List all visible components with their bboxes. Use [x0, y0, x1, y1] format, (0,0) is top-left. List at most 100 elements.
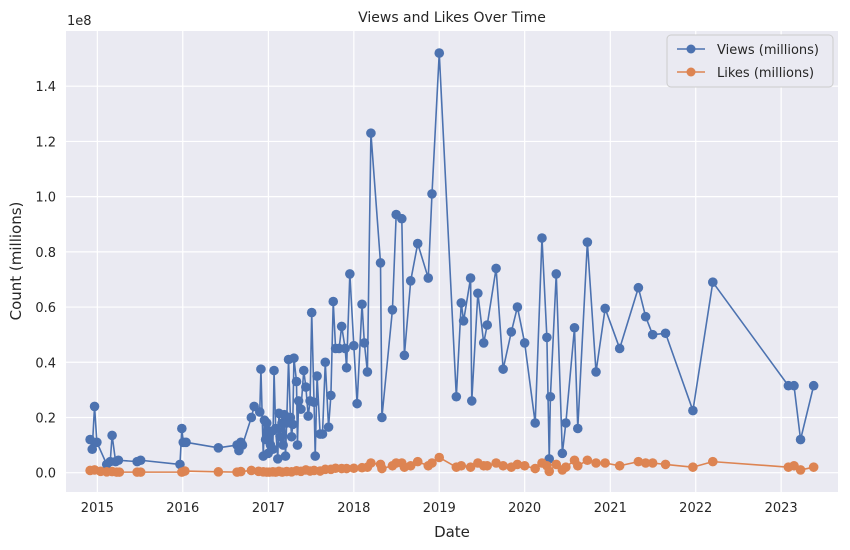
- series-likes: [85, 452, 819, 477]
- data-point-views: [512, 302, 523, 312]
- data-point-likes: [341, 463, 352, 474]
- data-point-views: [600, 303, 610, 314]
- legend: Views (millions) Likes (millions): [666, 34, 834, 88]
- data-point-views: [352, 398, 362, 409]
- data-point-views: [345, 269, 355, 279]
- data-point-views: [399, 350, 410, 361]
- data-point-likes: [614, 460, 625, 471]
- y-tick-label: 1.0: [35, 191, 56, 206]
- data-point-views: [491, 263, 501, 274]
- legend-likes-marker: [686, 67, 696, 77]
- data-point-likes: [572, 460, 583, 471]
- data-point-views: [286, 431, 297, 442]
- data-point-views: [317, 429, 328, 439]
- data-point-likes: [633, 456, 644, 467]
- data-point-likes: [456, 460, 467, 471]
- data-point-likes: [236, 466, 246, 477]
- data-point-views: [569, 322, 580, 333]
- data-point-views: [591, 367, 601, 377]
- y-tick-label: 0.6: [35, 301, 56, 316]
- data-point-views: [557, 448, 568, 459]
- chart-title: Views and Likes Over Time: [358, 10, 546, 26]
- x-axis-title: Date: [434, 523, 470, 541]
- y-tick-label: 0.8: [35, 246, 56, 261]
- y-tick-label: 0.4: [35, 356, 56, 371]
- data-point-views: [92, 437, 102, 448]
- data-point-likes: [708, 456, 718, 467]
- data-point-likes: [688, 462, 698, 472]
- data-point-likes: [530, 463, 540, 474]
- data-point-views: [458, 316, 469, 326]
- data-point-views: [572, 423, 583, 434]
- x-tick-label: 2016: [166, 501, 199, 516]
- data-point-views: [340, 343, 350, 354]
- data-point-views: [312, 371, 322, 381]
- data-point-likes: [135, 467, 146, 477]
- data-point-views: [582, 237, 593, 247]
- data-point-views: [336, 321, 347, 332]
- x-tick-label: 2022: [679, 501, 712, 516]
- data-point-views: [397, 213, 407, 224]
- data-point-likes: [377, 463, 387, 474]
- data-point-views: [473, 288, 483, 299]
- data-point-likes: [465, 462, 476, 472]
- data-point-views: [291, 376, 302, 387]
- data-point-likes: [180, 466, 190, 476]
- data-point-views: [278, 440, 288, 450]
- data-point-views: [275, 431, 285, 442]
- data-point-views: [660, 328, 671, 339]
- data-point-views: [293, 396, 304, 406]
- data-point-views: [272, 454, 283, 464]
- data-point-views: [561, 418, 571, 428]
- data-point-views: [270, 423, 281, 434]
- data-point-views: [268, 444, 278, 455]
- data-point-views: [341, 362, 352, 373]
- data-point-views: [466, 396, 477, 406]
- data-point-likes: [405, 460, 416, 471]
- data-point-views: [175, 459, 185, 470]
- data-point-views: [434, 48, 445, 58]
- series-layer: [85, 48, 819, 477]
- data-point-views: [366, 128, 376, 138]
- data-point-views: [213, 443, 224, 453]
- x-tick-label: 2023: [765, 501, 798, 516]
- data-point-likes: [600, 458, 610, 468]
- data-point-views: [614, 343, 625, 354]
- y-tick-label: 0.0: [35, 467, 56, 482]
- data-point-likes: [498, 460, 508, 471]
- y-axis: 0.0 0.2 0.4 0.6 0.8 1.0 1.2 1.4: [35, 80, 56, 481]
- data-point-views: [237, 440, 248, 450]
- data-point-views: [506, 327, 517, 337]
- data-point-views: [289, 353, 299, 363]
- x-tick-label: 2018: [337, 501, 370, 516]
- data-point-views: [298, 365, 309, 376]
- data-point-views: [478, 338, 489, 348]
- data-point-views: [261, 418, 272, 428]
- data-point-views: [377, 412, 387, 423]
- data-point-views: [292, 440, 303, 450]
- data-point-views: [269, 365, 279, 376]
- data-point-views: [323, 422, 334, 432]
- data-point-views: [301, 382, 311, 392]
- data-point-views: [326, 390, 336, 401]
- data-point-views: [551, 269, 562, 279]
- data-point-likes: [482, 460, 493, 471]
- data-point-views: [87, 444, 98, 455]
- data-point-views: [113, 455, 124, 466]
- data-point-views: [296, 404, 306, 414]
- data-point-views: [181, 437, 191, 448]
- data-point-views: [246, 412, 257, 423]
- data-point-views: [456, 298, 467, 308]
- data-point-views: [537, 233, 547, 243]
- x-tick-label: 2019: [423, 501, 456, 516]
- data-point-views: [135, 455, 146, 466]
- data-point-views: [451, 391, 462, 402]
- data-point-views: [306, 307, 317, 318]
- data-point-views: [107, 430, 117, 441]
- y-tick-label: 1.2: [35, 135, 56, 150]
- data-point-views: [482, 320, 493, 330]
- data-point-views: [303, 411, 314, 421]
- data-point-views: [280, 451, 291, 461]
- data-point-views: [545, 391, 556, 402]
- x-tick-label: 2021: [594, 501, 627, 516]
